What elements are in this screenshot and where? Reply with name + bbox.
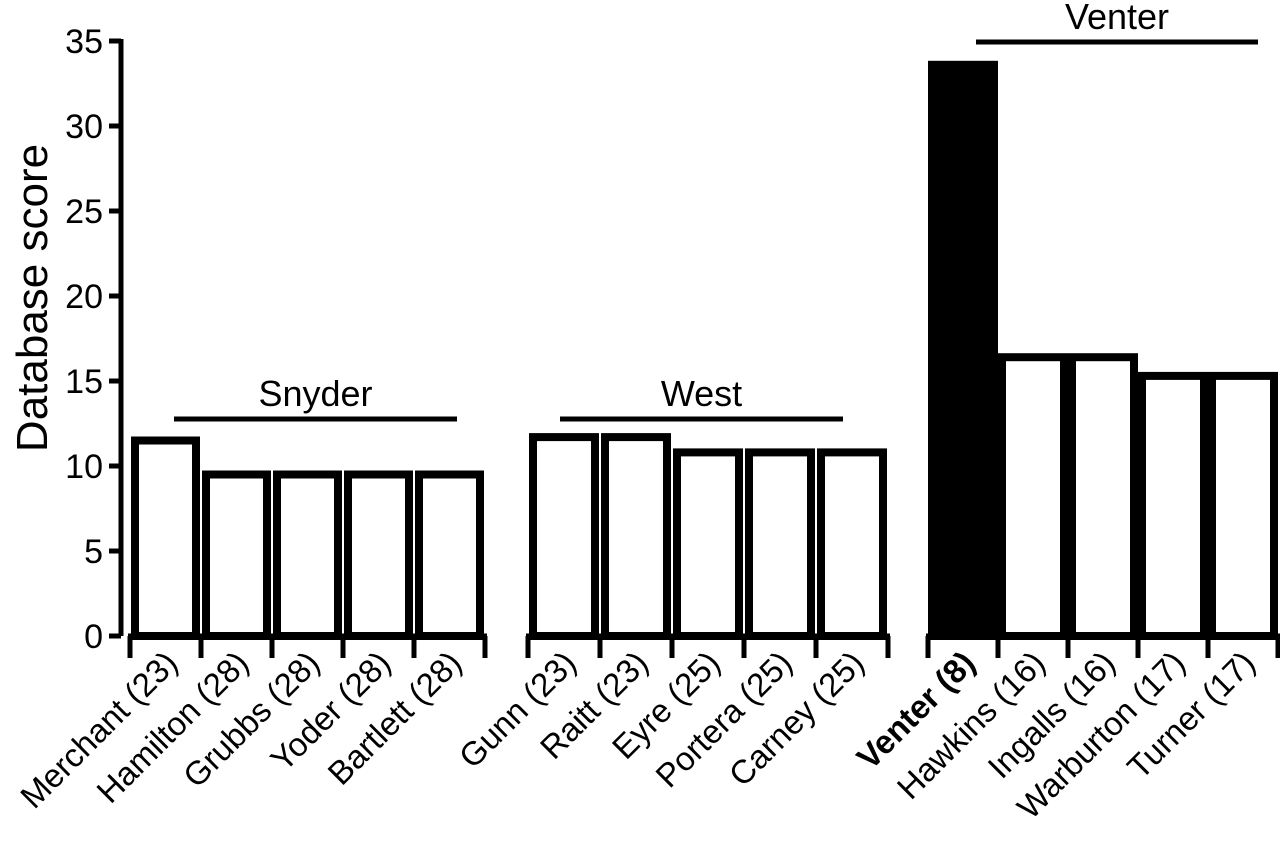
group-label: Snyder — [258, 373, 372, 414]
bar — [1138, 371, 1208, 640]
bar — [1208, 371, 1278, 640]
bar — [745, 448, 815, 640]
y-tick-label: 5 — [84, 533, 103, 571]
bar — [202, 470, 271, 640]
bar — [131, 436, 200, 640]
bar — [415, 470, 484, 640]
bar — [529, 433, 599, 640]
y-tick-label: 0 — [84, 618, 103, 656]
y-tick-label: 10 — [65, 448, 103, 486]
bar — [1068, 353, 1138, 640]
y-tick-label: 25 — [65, 193, 103, 231]
bar — [673, 448, 743, 640]
bar — [601, 433, 671, 640]
y-tick-label: 20 — [65, 278, 103, 316]
group-label: Venter — [1065, 0, 1169, 37]
y-tick-label: 30 — [65, 108, 103, 146]
bar — [273, 470, 342, 640]
group-labels: Snyder West Venter — [174, 0, 1258, 422]
y-axis-label: Database score — [8, 144, 57, 452]
bar — [817, 448, 887, 640]
group-label: West — [661, 373, 742, 414]
category-labels: Merchant (23)Hamilton (28)Grubbs (28)Yod… — [13, 644, 1262, 826]
bar — [344, 470, 413, 640]
bar — [998, 353, 1068, 640]
y-axis: 0 5 10 15 20 25 30 35 — [65, 23, 124, 656]
bar — [928, 60, 998, 641]
bars — [131, 60, 1278, 641]
y-tick-label: 15 — [65, 363, 103, 401]
y-tick-label: 35 — [65, 23, 103, 61]
